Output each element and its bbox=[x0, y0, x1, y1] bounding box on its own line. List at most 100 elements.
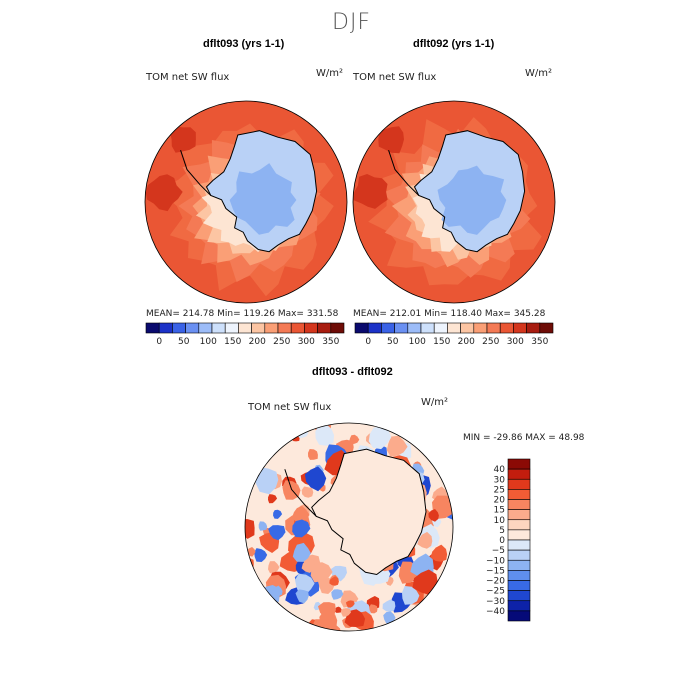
colorbar-swatch bbox=[513, 322, 527, 334]
map-positive-anomaly bbox=[412, 569, 438, 595]
colorbar-swatch bbox=[539, 322, 554, 334]
map-high-patch bbox=[145, 174, 183, 212]
colorbar-swatch bbox=[145, 322, 160, 334]
panel1-map bbox=[144, 100, 348, 304]
peninsula-coastline bbox=[388, 150, 420, 196]
panel2-map bbox=[352, 100, 556, 304]
panel1-title: dflt093 (yrs 1-1) bbox=[203, 38, 285, 50]
colorbar-swatch bbox=[185, 322, 200, 334]
map-negative-anomaly bbox=[254, 548, 268, 562]
map-positive-anomaly bbox=[428, 509, 439, 522]
colorbar-tick-label: 350 bbox=[322, 337, 339, 347]
peninsula-coastline bbox=[180, 150, 212, 196]
colorbar-swatch bbox=[507, 570, 531, 581]
colorbar-swatch bbox=[317, 322, 332, 334]
map-negative-anomaly bbox=[315, 424, 335, 446]
colorbar-swatch bbox=[507, 539, 531, 551]
colorbar-swatch bbox=[381, 322, 395, 334]
panel1-colorbar: 0 50 100 150 200 250 300 350 bbox=[145, 322, 345, 347]
colorbar-tick-label: 20 bbox=[494, 496, 506, 506]
panel3-stats: MIN = -29.86 MAX = 48.98 bbox=[463, 433, 585, 443]
colorbar-swatch bbox=[507, 489, 531, 500]
colorbar-swatch bbox=[507, 580, 531, 591]
colorbar-swatch bbox=[354, 322, 369, 334]
colorbar-swatch bbox=[330, 322, 345, 334]
map-negative-anomaly bbox=[331, 589, 344, 600]
colorbar-tick-label: 0 bbox=[499, 536, 505, 546]
colorbar-swatch bbox=[277, 322, 292, 334]
map-positive-anomaly bbox=[308, 449, 318, 460]
colorbar-tick-label: 100 bbox=[200, 337, 217, 347]
colorbar-tick-label: 300 bbox=[507, 337, 524, 347]
map-positive-anomaly bbox=[366, 596, 380, 609]
map-negative-anomaly bbox=[273, 509, 283, 519]
panel1-stats: MEAN= 214.78 Min= 119.26 Max= 331.58 bbox=[146, 309, 339, 319]
map-positive-anomaly bbox=[417, 531, 433, 549]
map-negative-anomaly bbox=[402, 586, 420, 605]
panel3-title: dflt093 - dflt092 bbox=[312, 366, 393, 378]
colorbar-swatch bbox=[264, 322, 279, 334]
map-positive-anomaly bbox=[245, 519, 255, 539]
colorbar-tick-label: 50 bbox=[387, 337, 399, 347]
colorbar-tick-label: −25 bbox=[486, 587, 505, 597]
colorbar-swatch bbox=[473, 322, 488, 334]
colorbar-swatch bbox=[198, 322, 213, 334]
colorbar-swatch bbox=[507, 519, 531, 531]
panel2-units: W/m² bbox=[525, 68, 553, 79]
antarctica-coastline bbox=[205, 130, 318, 253]
colorbar-tick-label: 150 bbox=[433, 337, 450, 347]
map-positive-anomaly bbox=[340, 608, 351, 617]
map-high-patch bbox=[353, 174, 388, 209]
colorbar-swatch bbox=[507, 549, 531, 561]
map-negative-anomaly bbox=[382, 599, 396, 612]
map-positive-anomaly bbox=[268, 561, 280, 574]
colorbar-swatch bbox=[507, 590, 531, 602]
colorbar-swatch bbox=[499, 322, 514, 334]
colorbar-tick-label: 50 bbox=[178, 337, 190, 347]
colorbar-swatch bbox=[460, 322, 475, 334]
panel2-colorbar: 0 50 100 150 200 250 300 350 bbox=[354, 322, 554, 347]
peninsula-coastline bbox=[284, 469, 317, 517]
panel1-units: W/m² bbox=[316, 68, 344, 79]
colorbar-tick-label: −20 bbox=[486, 577, 505, 587]
antarctica-coastline bbox=[311, 448, 427, 576]
colorbar-tick-label: −15 bbox=[486, 566, 505, 576]
colorbar-swatch bbox=[158, 322, 173, 334]
map-positive-anomaly bbox=[386, 435, 408, 457]
map-border bbox=[352, 100, 556, 304]
colorbar-tick-label: 350 bbox=[531, 337, 548, 347]
colorbar-tick-label: 250 bbox=[273, 337, 290, 347]
panel3-variable-label: TOM net SW flux bbox=[248, 402, 332, 413]
colorbar-tick-label: 300 bbox=[298, 337, 315, 347]
colorbar-tick-label: 15 bbox=[494, 506, 505, 516]
panel2-stats: MEAN= 212.01 Min= 118.40 Max= 345.28 bbox=[353, 309, 546, 319]
colorbar-tick-label: 25 bbox=[494, 485, 505, 495]
map-negative-anomaly bbox=[292, 542, 311, 562]
colorbar-swatch bbox=[526, 322, 541, 334]
colorbar-swatch bbox=[304, 322, 318, 334]
map-border bbox=[244, 422, 454, 632]
colorbar-tick-label: 40 bbox=[494, 465, 506, 475]
colorbar-swatch bbox=[507, 468, 531, 480]
colorbar-swatch bbox=[211, 322, 226, 334]
panel3-map bbox=[244, 422, 454, 632]
map-negative-anomaly bbox=[368, 425, 392, 450]
map-positive-anomaly bbox=[247, 547, 256, 557]
antarctica-interior-low bbox=[437, 165, 507, 235]
map-positive-anomaly bbox=[301, 486, 314, 498]
map-border bbox=[144, 100, 348, 304]
colorbar-tick-label: 200 bbox=[458, 337, 475, 347]
colorbar-tick-label: −40 bbox=[486, 607, 505, 617]
map-positive-anomaly bbox=[291, 505, 310, 522]
colorbar-swatch bbox=[172, 322, 186, 334]
map-negative-anomaly bbox=[268, 525, 286, 541]
colorbar-swatch bbox=[507, 610, 531, 622]
colorbar-tick-label: 5 bbox=[499, 526, 505, 536]
map-positive-anomaly bbox=[268, 494, 278, 504]
colorbar-swatch bbox=[367, 322, 382, 334]
panel2-title: dflt092 (yrs 1-1) bbox=[413, 38, 495, 50]
map-positive-anomaly bbox=[245, 558, 254, 569]
panel3-units: W/m² bbox=[421, 397, 449, 408]
